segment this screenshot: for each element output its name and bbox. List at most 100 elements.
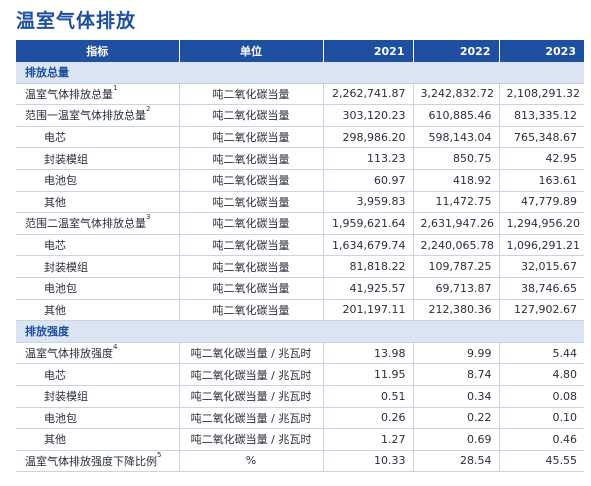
value-cell-2022: 2,631,947.26	[413, 212, 500, 235]
unit-cell: 吨二氧化碳当量	[179, 277, 324, 300]
value-cell-2023: 765,348.67	[499, 126, 584, 149]
value-cell-2023: 47,779.89	[499, 191, 584, 214]
value-cell-2021: 298,986.20	[323, 126, 414, 149]
value-cell-2021: 2,262,741.87	[323, 83, 414, 106]
footnote-marker: 3	[146, 213, 151, 222]
value-cell-2021: 0.51	[323, 385, 414, 408]
table-row: 封装模组 吨二氧化碳当量 113.23 850.75 42.95	[16, 147, 584, 170]
unit-cell: 吨二氧化碳当量	[179, 83, 324, 106]
value-cell-2021: 81,818.22	[323, 255, 414, 278]
indicator-cell: 温室气体排放总量1	[16, 83, 180, 106]
indicator-cell: 电芯	[16, 126, 180, 149]
footnote-marker: 5	[157, 450, 162, 459]
footnote-marker: 4	[113, 343, 118, 352]
unit-cell: %	[179, 450, 324, 473]
indicator-label: 温室气体排放强度	[25, 347, 113, 361]
indicator-label: 电池包	[44, 282, 77, 296]
indicator-cell: 封装模组	[16, 147, 180, 170]
value-cell-2022: 598,143.04	[413, 126, 500, 149]
indicator-label: 其他	[44, 195, 66, 209]
value-cell-2022: 850.75	[413, 147, 500, 170]
value-cell-2021: 10.33	[323, 450, 414, 473]
header-indicator: 指标	[16, 40, 180, 62]
value-cell-2023: 127,902.67	[499, 299, 584, 322]
table-body: 排放总量 温室气体排放总量1 吨二氧化碳当量 2,262,741.87 3,242,83…	[16, 62, 584, 473]
table-row: 范围一温室气体排放总量2 吨二氧化碳当量 303,120.23 610,885.46 8…	[16, 104, 584, 127]
value-cell-2022: 9.99	[413, 342, 500, 365]
value-cell-2023: 1,096,291.21	[499, 234, 584, 257]
value-cell-2022: 3,242,832.72	[413, 83, 500, 106]
unit-cell: 吨二氧化碳当量 / 兆瓦时	[179, 342, 324, 365]
value-cell-2021: 11.95	[323, 363, 414, 386]
table-row: 其他 吨二氧化碳当量 / 兆瓦时 1.27 0.69 0.46	[16, 428, 584, 451]
value-cell-2021: 3,959.83	[323, 191, 414, 214]
unit-cell: 吨二氧化碳当量 / 兆瓦时	[179, 407, 324, 430]
indicator-cell: 电池包	[16, 407, 180, 430]
indicator-cell: 封装模组	[16, 255, 180, 278]
indicator-cell: 电芯	[16, 234, 180, 257]
indicator-cell: 电芯	[16, 363, 180, 386]
value-cell-2021: 113.23	[323, 147, 414, 170]
indicator-label: 范围一温室气体排放总量	[25, 109, 146, 123]
indicator-cell: 范围一温室气体排放总量2	[16, 104, 180, 127]
table-header-row: 指标 单位 2021 2022 2023	[16, 40, 584, 62]
value-cell-2023: 5.44	[499, 342, 584, 365]
indicator-label: 封装模组	[44, 260, 88, 274]
table-row: 电芯 吨二氧化碳当量 / 兆瓦时 11.95 8.74 4.80	[16, 363, 584, 386]
value-cell-2023: 2,108,291.32	[499, 83, 584, 106]
table-row: 电芯 吨二氧化碳当量 298,986.20 598,143.04 765,348.67	[16, 126, 584, 149]
indicator-cell: 范围二温室气体排放总量3	[16, 212, 180, 235]
table-row: 其他 吨二氧化碳当量 201,197.11 212,380.36 127,902.67	[16, 299, 584, 322]
table-row: 电池包 吨二氧化碳当量 41,925.57 69,713.87 38,746.65	[16, 277, 584, 300]
header-year-2023: 2023	[499, 40, 584, 62]
indicator-cell: 温室气体排放强度下降比例5	[16, 450, 180, 473]
table-row: 电池包 吨二氧化碳当量 60.97 418.92 163.61	[16, 169, 584, 192]
value-cell-2021: 1,634,679.74	[323, 234, 414, 257]
table-row: 范围二温室气体排放总量3 吨二氧化碳当量 1,959,621.64 2,631,947…	[16, 212, 584, 235]
value-cell-2023: 0.46	[499, 428, 584, 451]
unit-cell: 吨二氧化碳当量	[179, 147, 324, 170]
value-cell-2022: 0.69	[413, 428, 500, 451]
header-year-2022: 2022	[413, 40, 500, 62]
indicator-label: 范围二温室气体排放总量	[25, 217, 146, 231]
indicator-label: 电芯	[44, 368, 66, 382]
value-cell-2022: 212,380.36	[413, 299, 500, 322]
value-cell-2023: 4.80	[499, 363, 584, 386]
unit-cell: 吨二氧化碳当量	[179, 191, 324, 214]
value-cell-2023: 1,294,956.20	[499, 212, 584, 235]
unit-cell: 吨二氧化碳当量	[179, 212, 324, 235]
unit-cell: 吨二氧化碳当量	[179, 169, 324, 192]
value-cell-2022: 28.54	[413, 450, 500, 473]
indicator-cell: 电池包	[16, 169, 180, 192]
table-row: 电池包 吨二氧化碳当量 / 兆瓦时 0.26 0.22 0.10	[16, 407, 584, 430]
section-row: 排放总量	[16, 62, 584, 84]
value-cell-2023: 42.95	[499, 147, 584, 170]
indicator-cell: 其他	[16, 191, 180, 214]
indicator-label: 电池包	[44, 411, 77, 425]
unit-cell: 吨二氧化碳当量	[179, 104, 324, 127]
indicator-cell: 其他	[16, 299, 180, 322]
unit-cell: 吨二氧化碳当量	[179, 299, 324, 322]
value-cell-2022: 8.74	[413, 363, 500, 386]
value-cell-2022: 0.22	[413, 407, 500, 430]
indicator-cell: 温室气体排放强度4	[16, 342, 180, 365]
section-label: 排放强度	[16, 320, 584, 343]
unit-cell: 吨二氧化碳当量 / 兆瓦时	[179, 428, 324, 451]
value-cell-2022: 2,240,065.78	[413, 234, 500, 257]
value-cell-2022: 11,472.75	[413, 191, 500, 214]
indicator-label: 其他	[44, 433, 66, 447]
unit-cell: 吨二氧化碳当量	[179, 234, 324, 257]
value-cell-2021: 303,120.23	[323, 104, 414, 127]
value-cell-2021: 60.97	[323, 169, 414, 192]
header-unit: 单位	[179, 40, 324, 62]
page-title: 温室气体排放	[16, 10, 137, 32]
header-year-2021: 2021	[323, 40, 414, 62]
indicator-label: 电芯	[44, 131, 66, 145]
indicator-label: 封装模组	[44, 390, 88, 404]
emissions-table: 指标 单位 2021 2022 2023 排放总量 温室气体排放总量1 吨二氧化碳当…	[16, 40, 584, 473]
indicator-label: 电芯	[44, 239, 66, 253]
footnote-marker: 2	[146, 105, 151, 114]
value-cell-2021: 1.27	[323, 428, 414, 451]
indicator-label: 温室气体排放总量	[25, 87, 113, 101]
section-row: 排放强度	[16, 320, 584, 343]
